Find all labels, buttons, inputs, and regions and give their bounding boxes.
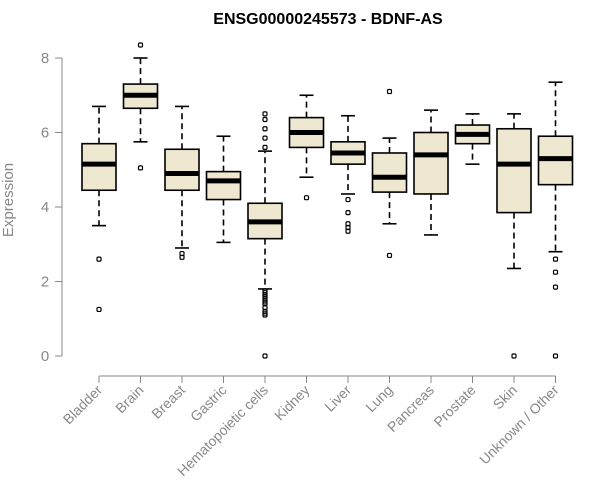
outlier-point [179, 254, 185, 260]
outlier-point [552, 269, 559, 275]
x-tick-label: Unknown / Other [476, 382, 562, 468]
outlier-point [303, 195, 310, 201]
y-tick-label: 6 [41, 125, 49, 142]
box-iqr [371, 152, 408, 193]
outlier-point [262, 135, 268, 141]
box-group [537, 81, 574, 359]
outlier-point [262, 353, 268, 359]
box-group [496, 113, 532, 359]
outlier-point [262, 144, 268, 150]
box-iqr [205, 170, 242, 201]
x-tick-label: Lung [362, 382, 395, 415]
box-group [413, 109, 449, 236]
outlier-point [345, 196, 351, 203]
y-tick-label: 2 [41, 274, 49, 291]
outlier-point [137, 165, 144, 171]
box-group [288, 94, 325, 201]
box-group [454, 113, 491, 165]
outlier-point [552, 284, 559, 290]
outlier-point [386, 252, 393, 259]
box-group [81, 105, 117, 313]
y-axis: 0 2 4 6 8 [41, 50, 63, 365]
box-iqr [81, 142, 117, 192]
x-tick-label: Kidney [271, 382, 313, 424]
outlier-point [345, 228, 351, 234]
box-iqr [496, 127, 532, 214]
outlier-point [262, 126, 268, 132]
box-group [122, 42, 159, 171]
x-tick-label: Liver [321, 382, 354, 415]
outlier-point [262, 116, 268, 123]
y-tick-label: 4 [41, 199, 49, 216]
outlier-point [345, 209, 351, 216]
outlier-point [262, 111, 268, 117]
box-iqr [413, 131, 449, 195]
outlier-point [386, 88, 393, 95]
x-tick-label: Bladder [60, 382, 106, 428]
y-tick-label: 0 [41, 348, 49, 365]
outlier-point [511, 353, 517, 359]
x-tick-label: Breast [148, 382, 188, 422]
outlier-point [552, 256, 559, 262]
plot-area [81, 42, 574, 359]
box-group [247, 111, 283, 359]
box-group [164, 105, 200, 260]
chart-title: ENSG00000245573 - BDNF-AS [213, 11, 443, 28]
x-tick-label: Prostate [430, 382, 478, 430]
outlier-point [137, 42, 144, 48]
outlier-point [96, 306, 102, 313]
x-tick-label: Skin [490, 382, 521, 413]
y-axis-label: Expression [0, 163, 17, 237]
outlier-point [96, 256, 102, 262]
box-group [330, 114, 366, 234]
box-group [371, 88, 408, 259]
outlier-point [552, 353, 559, 359]
box-group [205, 135, 242, 244]
box-iqr [164, 148, 200, 192]
y-tick-label: 8 [41, 50, 49, 67]
outlier-point [262, 312, 268, 318]
x-tick-label: Brain [112, 382, 146, 416]
